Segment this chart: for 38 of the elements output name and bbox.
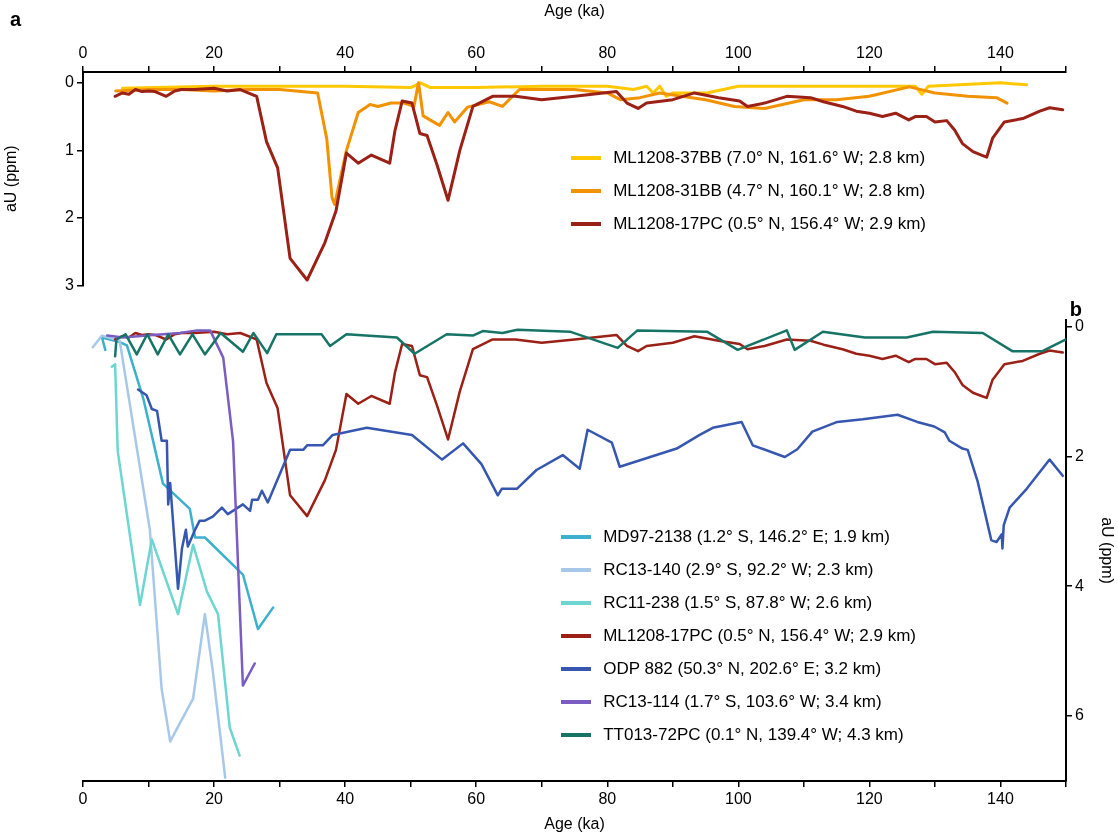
x-tick-label: 100 [724,790,752,808]
legend-label: RC13-114 (1.7° S, 103.6° W; 3.4 km) [603,691,882,713]
legend-label: ML1208-37BB (7.0° N, 161.6° W; 2.8 km) [613,147,926,170]
x-tick-label: 60 [467,790,486,808]
legend-label: ML1208-17PC (0.5° N, 156.4° W; 2.9 km) [613,213,926,236]
x-tick-label: 40 [336,790,355,808]
x-axis-title: Age (ka) [544,814,605,832]
x-axis-title: Age (ka) [544,2,605,20]
chart-title: a [10,8,22,31]
x-tick-label: 80 [598,790,617,808]
y-tick-label: 0 [65,73,75,91]
y-tick-label: 2 [65,208,75,226]
x-tick-label: 80 [598,43,617,61]
x-tick-label: 20 [205,43,224,61]
legend-label: ML1208-17PC (0.5° N, 156.4° W; 2.9 km) [603,625,916,647]
x-tick-label: 0 [78,790,88,808]
x-tick-label: 40 [336,43,355,61]
legend-label: RC11-238 (1.5° S, 87.8° W; 2.6 km) [603,592,873,614]
legend-label: RC13-140 (2.9° S, 92.2° W; 2.3 km) [603,559,874,581]
x-tick-label: 140 [987,790,1014,808]
legend-label: MD97-2138 (1.2° S, 146.2° E; 1.9 km) [603,526,890,548]
x-tick-label: 60 [467,43,486,61]
legend-label: ML1208-31BB (4.7° N, 160.1° W; 2.8 km) [613,180,926,203]
x-tick-label: 100 [724,43,752,61]
y-axis-title: aU (ppm) [2,145,20,213]
x-tick-label: 0 [78,43,88,61]
y2-tick-label: 6 [1075,706,1084,724]
legend-label: ODP 882 (50.3° N, 202.6° E; 3.2 km) [603,658,882,680]
x-tick-label: 120 [856,790,883,808]
x-tick-label: 120 [856,43,883,61]
y-tick-label: 1 [65,140,75,158]
legend-label: TT013-72PC (0.1° N, 139.4° W; 4.3 km) [603,724,904,746]
y2-axis-title: aU (ppm) [1098,517,1116,584]
y2-tick-label: 4 [1075,576,1084,594]
y-tick-label: 3 [65,275,75,293]
y2-tick-label: 2 [1075,446,1084,464]
x-tick-label: 20 [205,790,224,808]
x-tick-label: 140 [987,43,1014,61]
